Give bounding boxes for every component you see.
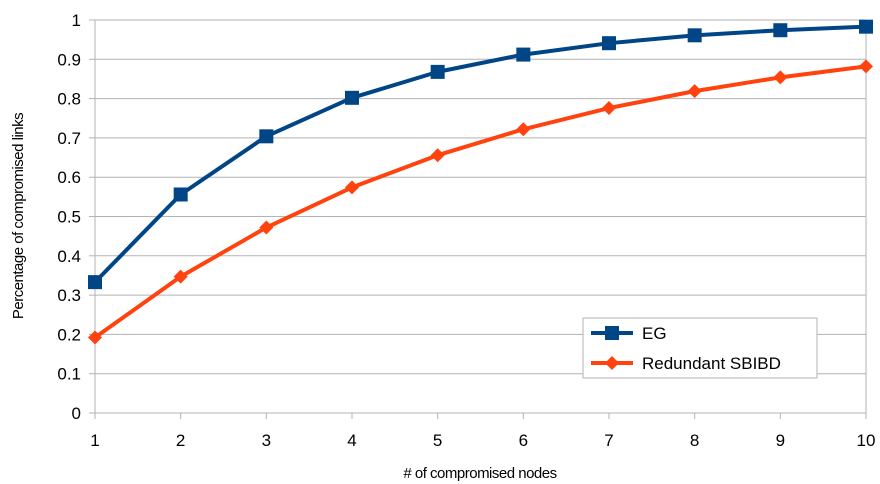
data-point <box>773 23 788 38</box>
series-eg <box>88 19 873 290</box>
series-line <box>93 24 867 284</box>
tick-labels: 0 0.1 0.2 0.3 0.4 0.5 0.6 0.7 0.8 0.9 1 1 2 3 4 5 6 7 8 9 10 <box>57 11 875 450</box>
data-point <box>687 28 702 43</box>
legend-label: EG <box>642 324 667 343</box>
x-tick-label: 6 <box>519 431 528 450</box>
data-point <box>173 187 188 202</box>
y-tick-label: 0.8 <box>57 90 81 109</box>
legend-swatch-marker <box>605 356 619 370</box>
x-tick-label: 3 <box>262 431 271 450</box>
series <box>88 19 873 345</box>
y-tick-label: 0.9 <box>57 50 81 69</box>
x-tick-label: 4 <box>347 431 356 450</box>
legend: EG Redundant SBIBD <box>582 317 818 379</box>
y-tick-label: 0.7 <box>57 129 81 148</box>
series-redundant-sbibd <box>88 59 873 345</box>
data-point <box>259 220 274 235</box>
y-tick-label: 0.3 <box>57 286 81 305</box>
x-axis-title: # of compromised nodes <box>403 465 556 482</box>
y-tick-label: 0.1 <box>57 365 81 384</box>
legend-label: Redundant SBIBD <box>642 354 781 373</box>
data-point <box>773 70 788 85</box>
data-point <box>345 180 359 195</box>
x-tick-label: 1 <box>90 431 99 450</box>
y-tick-label: 0.2 <box>57 325 81 344</box>
data-point <box>88 330 102 345</box>
data-point <box>602 101 616 116</box>
data-point <box>516 47 531 62</box>
data-point <box>602 36 616 51</box>
x-tick-label: 8 <box>690 431 699 450</box>
x-tick-label: 5 <box>433 431 442 450</box>
y-tick-label: 1 <box>72 11 81 30</box>
y-axis-title: Percentage of compromised links <box>10 113 27 319</box>
data-point <box>259 129 274 144</box>
data-point <box>859 19 873 34</box>
y-tick-label: 0.6 <box>57 168 81 187</box>
data-point <box>430 148 445 163</box>
data-point <box>430 64 445 79</box>
axes <box>89 19 867 419</box>
legend-box <box>582 317 818 379</box>
data-point <box>516 122 531 137</box>
grid <box>95 19 867 413</box>
x-tick-label: 9 <box>776 431 785 450</box>
x-tick-label: 2 <box>176 431 185 450</box>
data-point <box>859 59 873 74</box>
y-tick-label: 0.5 <box>57 208 81 227</box>
y-tick-label: 0.4 <box>57 247 81 266</box>
legend-swatch-marker <box>605 326 619 340</box>
data-point <box>173 269 188 284</box>
x-tick-label: 10 <box>857 431 876 450</box>
y-tick-label: 0 <box>72 404 81 423</box>
data-point <box>345 90 359 105</box>
series-line <box>93 64 867 340</box>
x-tick-label: 7 <box>604 431 613 450</box>
data-point <box>687 84 702 99</box>
data-point <box>88 275 102 290</box>
